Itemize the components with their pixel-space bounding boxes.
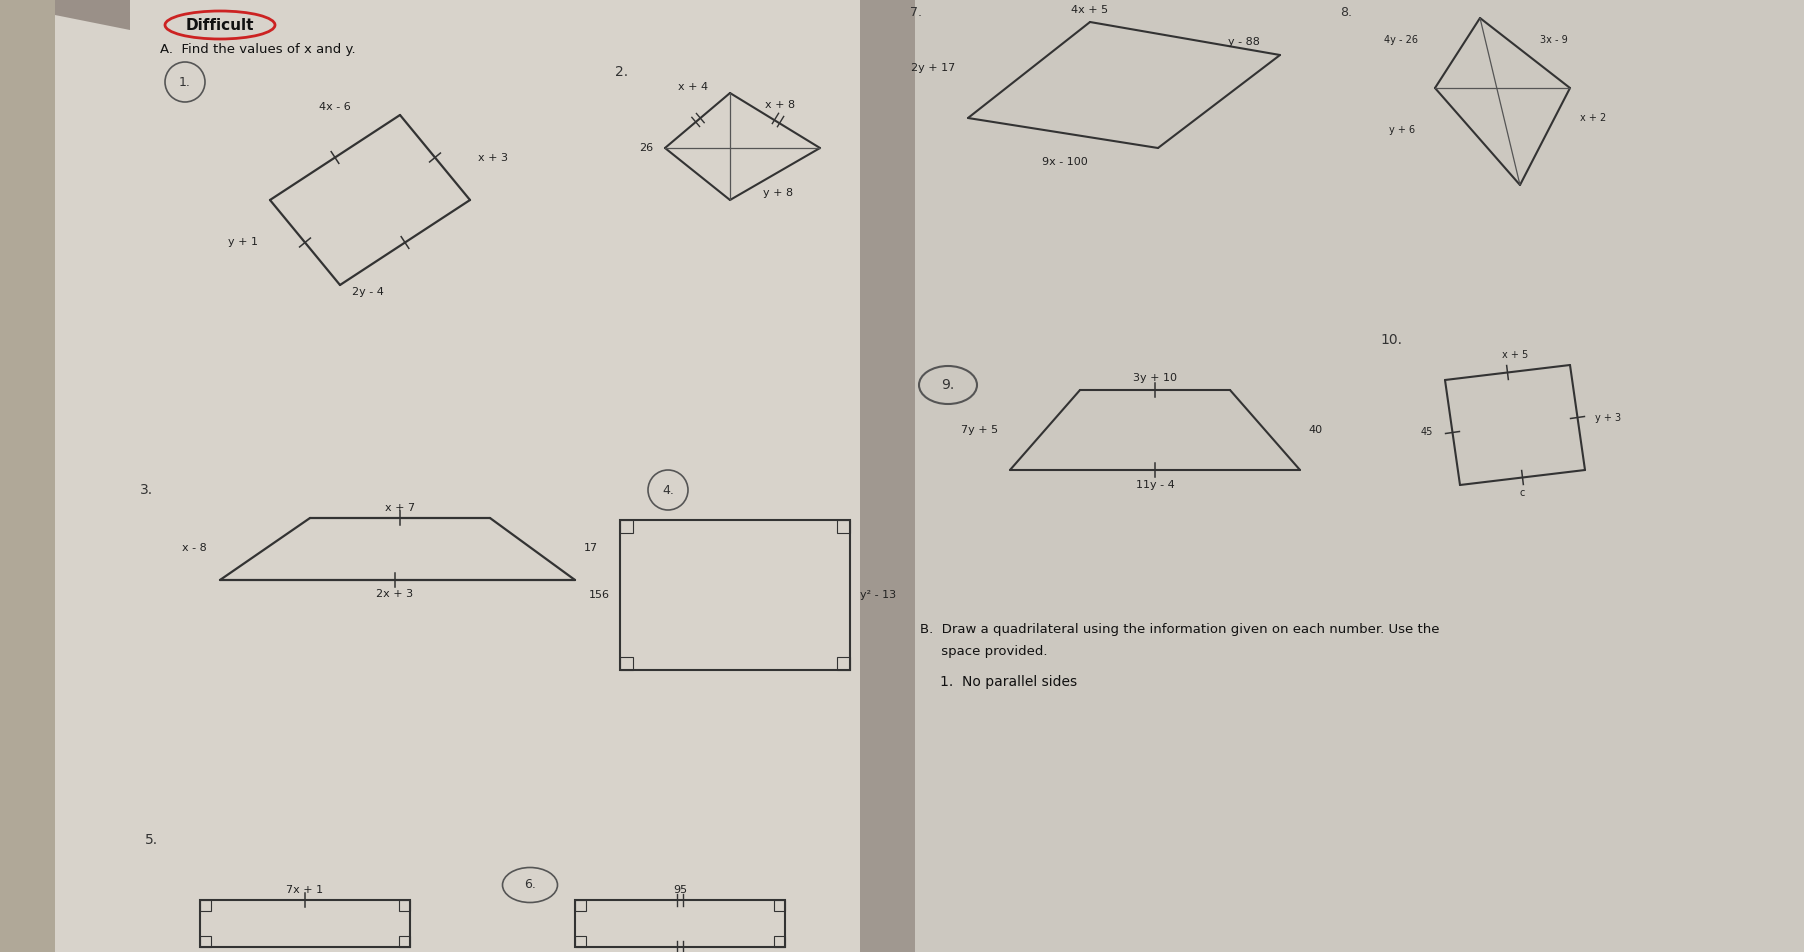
Text: x + 7: x + 7	[384, 503, 415, 513]
Bar	[621, 657, 633, 670]
Text: y + 8: y + 8	[763, 188, 794, 198]
Text: y - 88: y - 88	[1229, 37, 1259, 47]
Text: 9.: 9.	[942, 378, 954, 392]
Text: y + 1: y + 1	[227, 237, 258, 247]
Text: 9x - 100: 9x - 100	[1043, 157, 1088, 167]
Text: 4x - 6: 4x - 6	[319, 102, 350, 112]
Bar	[399, 936, 410, 947]
Text: 40: 40	[1308, 425, 1322, 435]
Bar	[837, 520, 850, 533]
Text: 4.: 4.	[662, 484, 675, 497]
Text: 7x + 1: 7x + 1	[287, 885, 323, 895]
Text: B.  Draw a quadrilateral using the information given on each number. Use the: B. Draw a quadrilateral using the inform…	[920, 624, 1440, 637]
Text: 2y - 4: 2y - 4	[352, 287, 384, 297]
Text: 3x - 9: 3x - 9	[1541, 35, 1568, 45]
Bar	[575, 900, 586, 911]
Bar	[621, 520, 633, 533]
Bar	[200, 936, 211, 947]
Bar	[861, 0, 915, 952]
Text: 10.: 10.	[1380, 333, 1402, 347]
Text: 95: 95	[673, 885, 687, 895]
Text: 2.: 2.	[615, 65, 628, 79]
Text: x + 2: x + 2	[1580, 113, 1606, 123]
Text: 156: 156	[588, 590, 610, 600]
Text: x - 8: x - 8	[182, 543, 207, 553]
Text: A.  Find the values of x and y.: A. Find the values of x and y.	[161, 44, 355, 56]
Bar	[774, 936, 785, 947]
Text: 2x + 3: 2x + 3	[377, 589, 413, 599]
Text: 17: 17	[584, 543, 599, 553]
Text: 5.: 5.	[144, 833, 159, 847]
Bar	[399, 900, 410, 911]
Bar	[200, 900, 211, 911]
Text: x + 5: x + 5	[1503, 350, 1528, 360]
Polygon shape	[54, 0, 130, 30]
Text: 8.: 8.	[1340, 6, 1351, 18]
Text: x + 4: x + 4	[678, 82, 707, 92]
Bar	[200, 900, 410, 947]
Text: x + 3: x + 3	[478, 153, 509, 163]
Bar	[575, 900, 785, 947]
Text: c: c	[1519, 488, 1524, 498]
Bar	[621, 520, 850, 670]
Text: 45: 45	[1420, 427, 1432, 437]
Text: space provided.: space provided.	[920, 645, 1048, 659]
Bar	[900, 0, 1804, 952]
Text: x + 8: x + 8	[765, 100, 796, 110]
Text: y + 3: y + 3	[1595, 413, 1622, 423]
Bar	[575, 936, 586, 947]
Text: 4y - 26: 4y - 26	[1384, 35, 1418, 45]
Text: y² - 13: y² - 13	[861, 590, 897, 600]
Text: 6.: 6.	[525, 879, 536, 891]
Text: 11y - 4: 11y - 4	[1137, 480, 1174, 490]
Text: 26: 26	[639, 143, 653, 153]
Text: 3y + 10: 3y + 10	[1133, 373, 1176, 383]
Bar	[837, 657, 850, 670]
Text: 3.: 3.	[141, 483, 153, 497]
Text: 7y + 5: 7y + 5	[962, 425, 998, 435]
Text: 1.: 1.	[179, 75, 191, 89]
Text: 4x + 5: 4x + 5	[1072, 5, 1109, 15]
Bar	[774, 900, 785, 911]
Text: 7.: 7.	[909, 6, 922, 18]
Text: Difficult: Difficult	[186, 17, 254, 32]
Text: 2y + 17: 2y + 17	[911, 63, 954, 73]
Text: 1.  No parallel sides: 1. No parallel sides	[940, 675, 1077, 689]
Text: y + 6: y + 6	[1389, 125, 1414, 135]
Bar	[54, 0, 886, 952]
